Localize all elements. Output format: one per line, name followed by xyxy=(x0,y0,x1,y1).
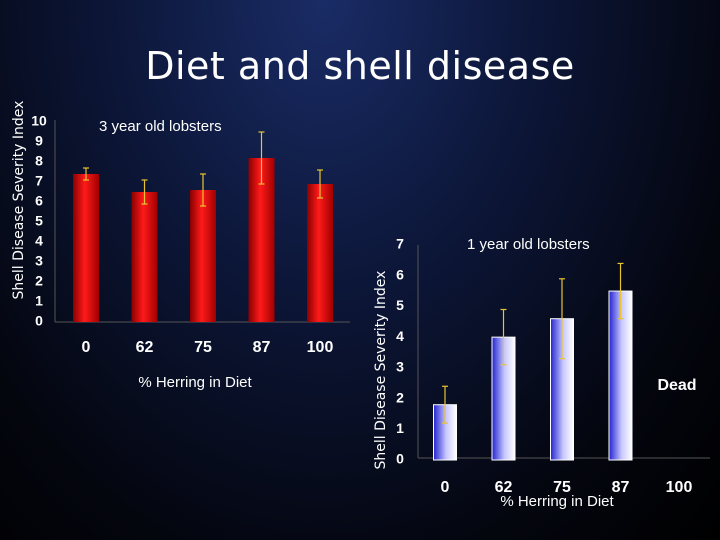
x-tick-label: 62 xyxy=(495,479,513,496)
error-bar xyxy=(442,385,448,424)
y-tick-label: 4 xyxy=(396,328,404,344)
y-tick-label: 2 xyxy=(35,273,43,289)
error-bar xyxy=(258,131,265,185)
chart-1yr-dead-annotation: Dead xyxy=(657,377,696,394)
error-bar xyxy=(317,169,323,199)
x-tick-label: 75 xyxy=(194,339,212,356)
y-tick-label: 3 xyxy=(35,253,43,269)
y-tick-label: 9 xyxy=(35,133,43,149)
chart-1yr-ylabel: Shell Disease Severity Index xyxy=(373,271,389,470)
bar xyxy=(248,158,275,322)
y-tick-label: 2 xyxy=(396,389,404,405)
y-tick-label: 8 xyxy=(35,153,43,169)
bar xyxy=(307,184,333,322)
y-tick-label: 4 xyxy=(35,233,43,249)
y-tick-label: 7 xyxy=(35,173,43,189)
bar xyxy=(73,174,99,322)
y-tick-label: 5 xyxy=(35,213,43,229)
y-tick-label: 6 xyxy=(396,266,404,282)
chart-3yr-ylabel: Shell Disease Severity Index xyxy=(11,101,27,300)
slide-title: Diet and shell disease xyxy=(145,44,575,88)
x-tick-label: 100 xyxy=(307,339,334,356)
chart-3yr: 3 year old lobsters Shell Disease Severi… xyxy=(11,101,350,391)
x-tick-label: 75 xyxy=(553,479,571,496)
error-bar xyxy=(559,278,565,360)
x-tick-label: 87 xyxy=(253,339,271,356)
x-tick-label: 0 xyxy=(82,339,91,356)
y-tick-label: 6 xyxy=(35,193,43,209)
y-tick-label: 3 xyxy=(396,359,404,375)
bar xyxy=(131,192,158,322)
bar xyxy=(190,190,216,322)
chart-1yr-title: 1 year old lobsters xyxy=(467,236,590,253)
chart-1yr: 1 year old lobsters Shell Disease Severi… xyxy=(373,236,710,510)
error-bar xyxy=(500,308,507,366)
error-bar xyxy=(83,167,89,181)
y-tick-label: 0 xyxy=(396,451,404,467)
error-bar xyxy=(141,179,148,205)
error-bar xyxy=(200,173,206,207)
x-tick-label: 0 xyxy=(441,479,450,496)
x-tick-label: 87 xyxy=(612,479,630,496)
y-tick-label: 10 xyxy=(31,113,47,129)
y-tick-label: 1 xyxy=(396,420,404,436)
y-tick-label: 7 xyxy=(396,236,404,252)
chart-3yr-xlabel: % Herring in Diet xyxy=(138,374,252,391)
chart-1yr-xlabel: % Herring in Diet xyxy=(500,493,614,510)
chart-3yr-title: 3 year old lobsters xyxy=(99,118,222,135)
y-tick-label: 5 xyxy=(396,297,404,313)
y-tick-label: 0 xyxy=(35,313,43,329)
x-tick-label: 100 xyxy=(666,479,693,496)
x-tick-label: 62 xyxy=(136,339,154,356)
y-tick-label: 1 xyxy=(35,293,43,309)
error-bar xyxy=(617,262,624,320)
